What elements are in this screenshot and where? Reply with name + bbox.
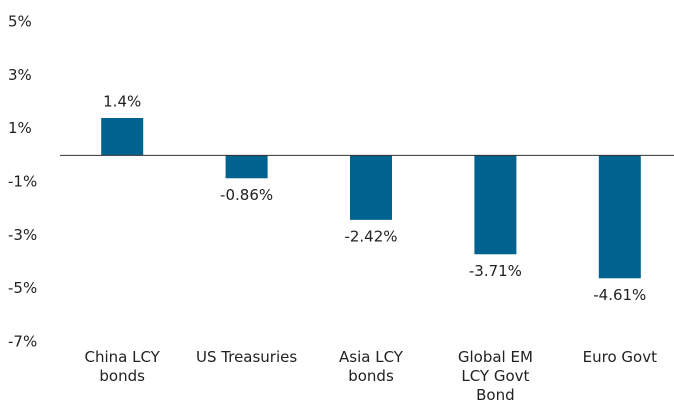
y-tick-label: 3%: [8, 66, 32, 84]
value-label: -4.61%: [593, 286, 646, 304]
bar: [225, 155, 268, 179]
y-tick-label: -1%: [8, 173, 37, 191]
y-tick-label: -3%: [8, 226, 37, 244]
bar: [598, 155, 641, 279]
y-tick-label: 1%: [8, 119, 32, 137]
bar: [101, 118, 144, 156]
value-label: 1.4%: [103, 93, 141, 111]
bar: [350, 155, 392, 220]
bar: [474, 155, 517, 255]
value-label: -2.42%: [344, 227, 397, 245]
x-tick-label: US Treasuries: [196, 348, 298, 366]
x-tick-label: Asia LCY bonds: [339, 348, 403, 385]
x-tick-label: Euro Govt: [582, 348, 657, 366]
y-tick-label: -7%: [8, 333, 37, 351]
x-tick-label: China LCY bonds: [84, 348, 160, 385]
value-label: -0.86%: [220, 186, 273, 204]
y-tick-label: 5%: [8, 13, 32, 31]
y-tick-label: -5%: [8, 279, 37, 297]
value-label: -3.71%: [469, 262, 522, 280]
x-tick-label: Global EM LCY Govt Bond: [457, 348, 533, 404]
